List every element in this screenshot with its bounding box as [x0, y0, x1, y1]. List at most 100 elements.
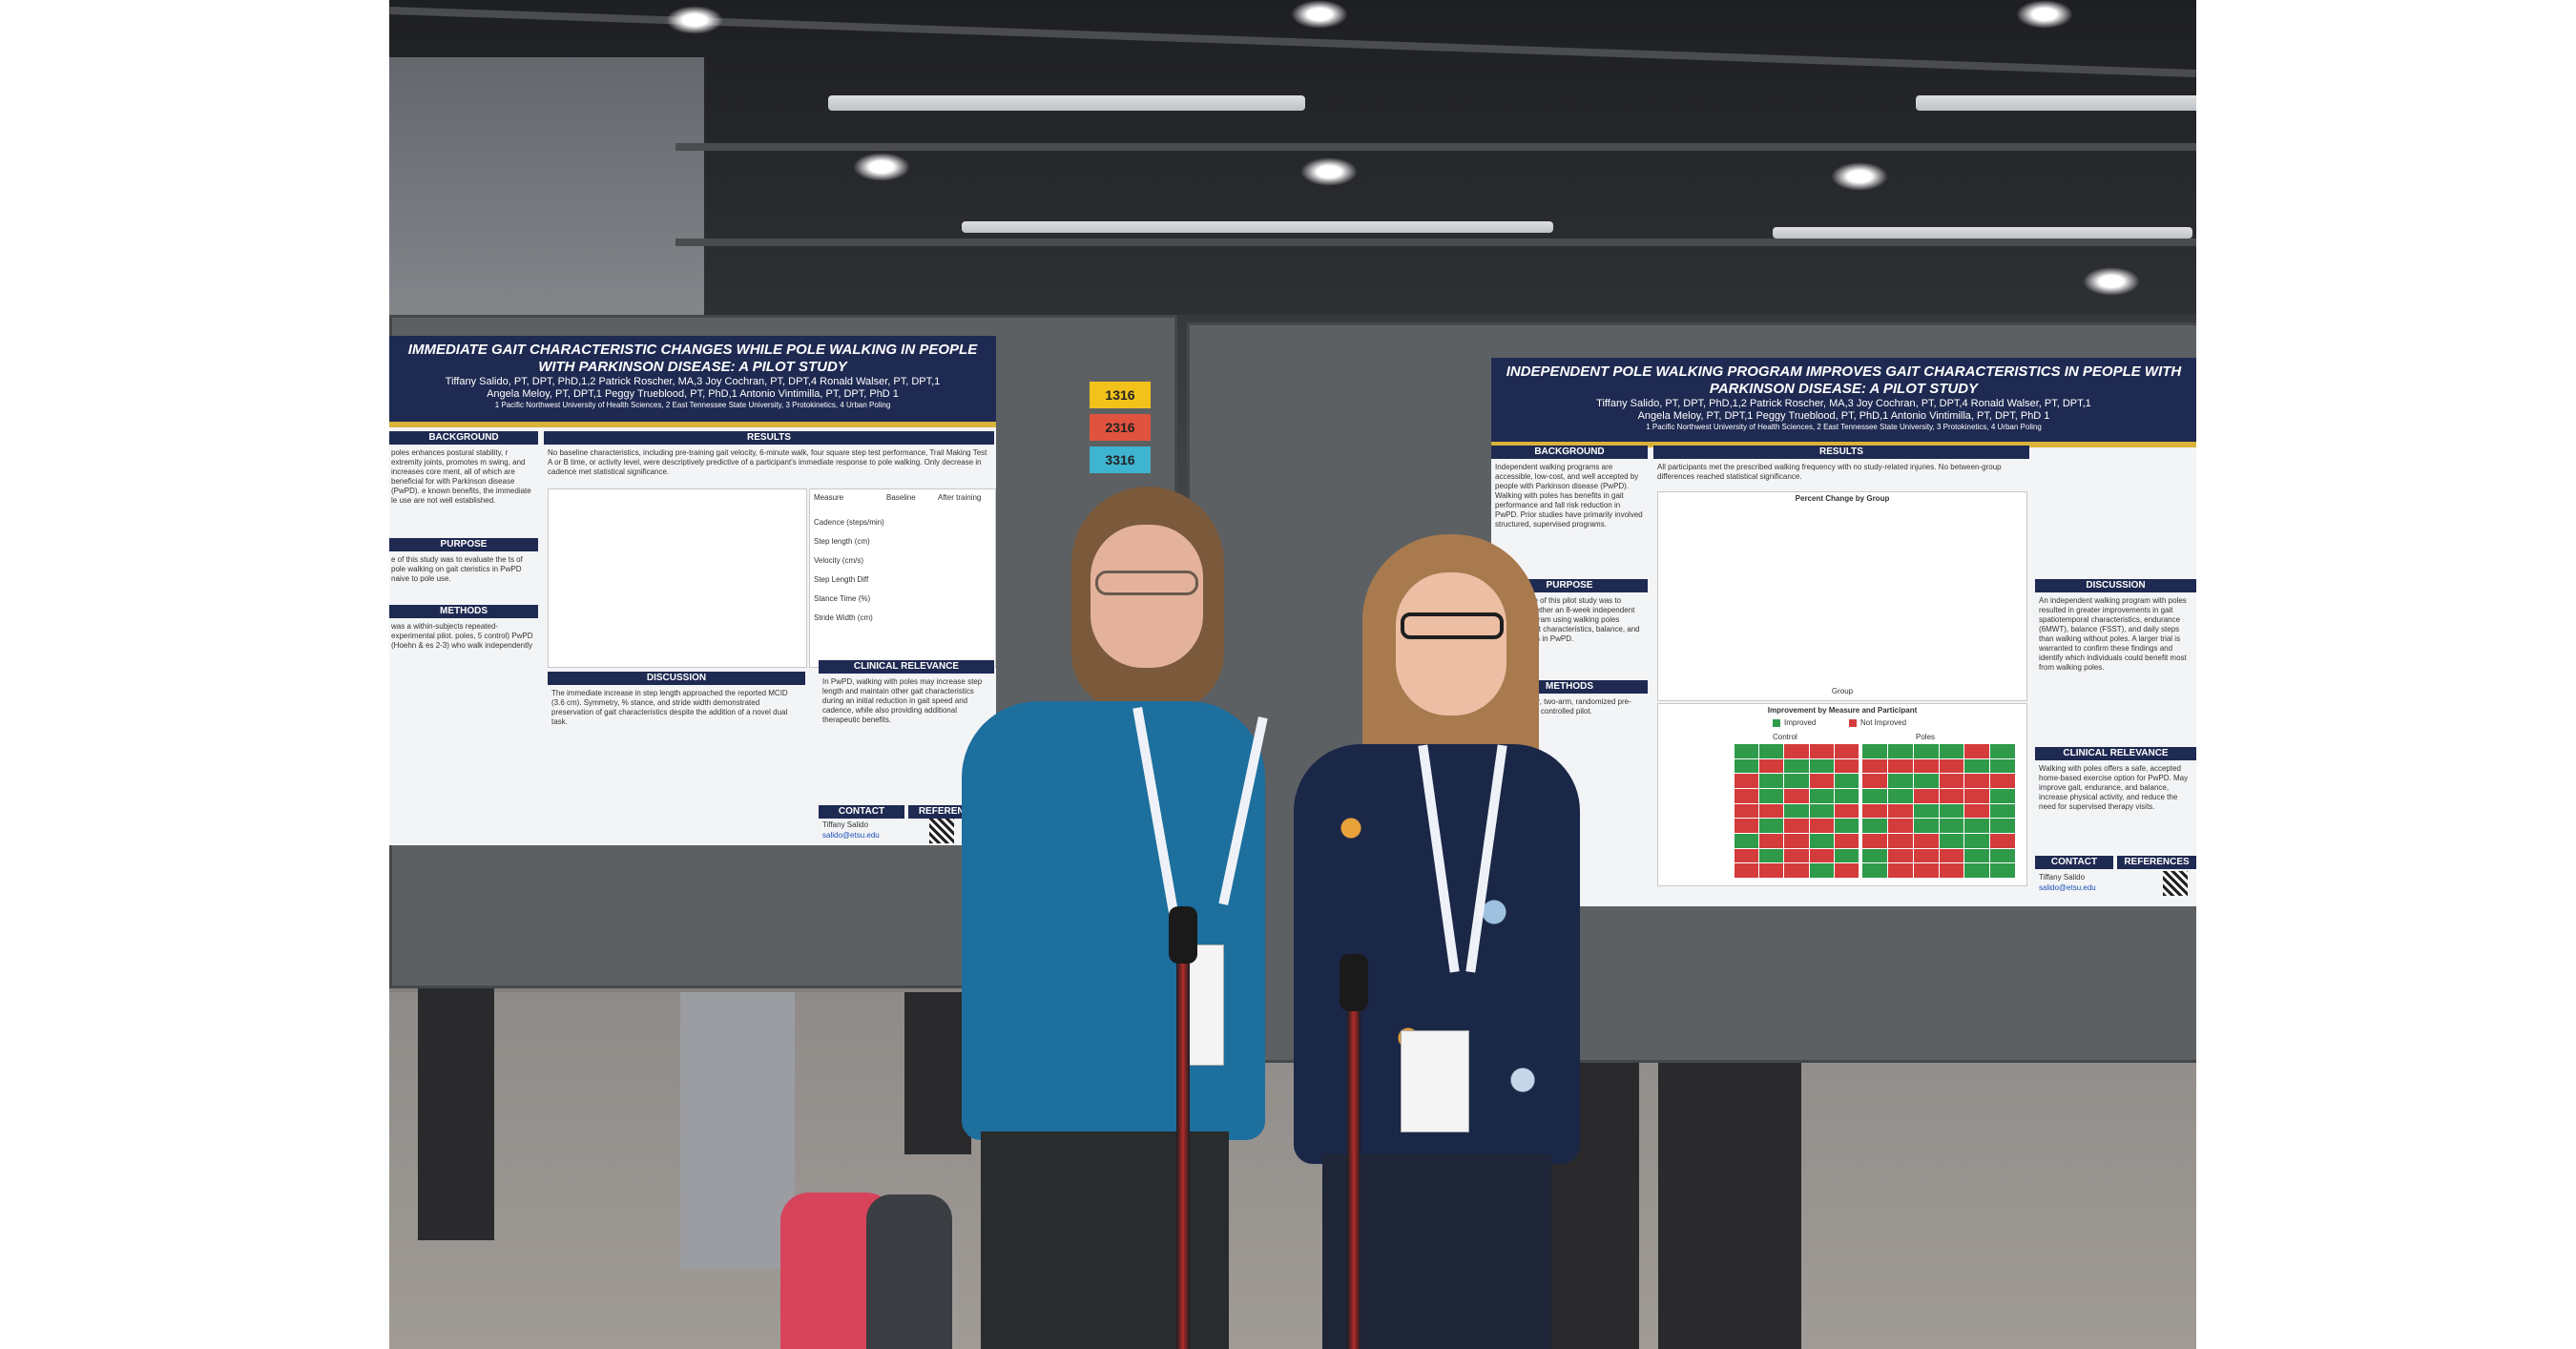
heatmap-cell: [1759, 758, 1784, 774]
heatmap-cell: [1759, 744, 1784, 758]
event-photo: IMMEDIATE GAIT CHARACTERISTIC CHANGES WH…: [389, 0, 2196, 1349]
heatmap-cell: [1913, 803, 1939, 819]
heatmap-cell: [1964, 803, 1990, 819]
ceiling-lamp: [2016, 0, 2073, 29]
heatmap-cell: [1964, 848, 1990, 863]
board-number: 3316: [1105, 452, 1135, 467]
heatmap-cell: [1913, 819, 1939, 833]
board-number: 1316: [1105, 387, 1135, 403]
section-heading: CONTACT: [819, 805, 904, 819]
heatmap-cell: [1887, 788, 1913, 803]
poster-header: INDEPENDENT POLE WALKING PROGRAM IMPROVE…: [1491, 358, 2196, 447]
heatmap-cell: [1887, 863, 1913, 878]
heatmap-cell: [1913, 758, 1939, 774]
board-number-tag: 3316: [1090, 446, 1151, 473]
heatmap-cell: [1939, 774, 1964, 788]
board-number-tag: 2316: [1090, 414, 1151, 441]
heatmap-group-label: Poles: [1916, 733, 1936, 741]
heatmap-cell: [1990, 788, 2015, 803]
heatmap-cell: [1784, 803, 1809, 819]
heatmap-cell: [1784, 774, 1809, 788]
ceiling-lamp: [853, 153, 910, 181]
poster-authors: Angela Meloy, PT, DPT,1 Peggy Trueblood,…: [487, 388, 899, 400]
heatmap-cell: [1809, 758, 1834, 774]
legend-swatch-not-improved: [1849, 719, 1857, 727]
glasses: [1095, 571, 1198, 595]
heatmap-cell: [1939, 848, 1964, 863]
heatmap-cell: [1784, 819, 1809, 833]
heatmap-cell: [1759, 863, 1784, 878]
heatmap-cell: [1834, 803, 1859, 819]
section-heading: RESULTS: [544, 431, 994, 445]
percent-change-figure: Percent Change by Group Group: [1657, 491, 2027, 701]
background-person: [680, 992, 795, 1269]
heatmap-cell: [1809, 744, 1834, 758]
heatmap-cell: [1809, 774, 1834, 788]
heatmap-cell: [1784, 863, 1809, 878]
ceiling-lamp: [1291, 0, 1348, 29]
blue-shirt: [962, 701, 1265, 1140]
poster-authors: Tiffany Salido, PT, DPT, PhD,1,2 Patrick…: [1596, 398, 2091, 409]
heatmap-cell: [1759, 848, 1784, 863]
heatmap-cell: [1834, 744, 1859, 758]
section-text: poles enhances postural stability, r ext…: [391, 448, 531, 505]
heatmap-title: Improvement by Measure and Participant: [1767, 706, 1918, 715]
heatmap-cell: [1964, 744, 1990, 758]
ceiling-light-strip: [828, 95, 1305, 111]
black-pants: [981, 1131, 1229, 1349]
name-badge: [1401, 1030, 1469, 1132]
heatmap-cell: [1735, 744, 1759, 758]
heatmap-cell: [1964, 774, 1990, 788]
heatmap-cell: [1862, 819, 1887, 833]
heatmap-cell: [1939, 744, 1964, 758]
ceiling-lamp: [1831, 162, 1888, 191]
improvement-heatmap: Improvement by Measure and Participant I…: [1657, 703, 2027, 886]
heatmap-cell: [1759, 774, 1784, 788]
section-heading: DISCUSSION: [548, 672, 805, 685]
heatmap-cell: [1862, 788, 1887, 803]
section-heading: PURPOSE: [389, 538, 538, 551]
heatmap-cell: [1939, 819, 1964, 833]
heatmap-cell: [1834, 788, 1859, 803]
heatmap-cell: [1964, 863, 1990, 878]
heatmap-cell: [1887, 744, 1913, 758]
poster-affiliations: 1 Pacific Northwest University of Health…: [494, 401, 891, 409]
qr-code: [929, 819, 954, 843]
table-header: Measure: [814, 493, 844, 502]
heatmap-cell: [1913, 863, 1939, 878]
face: [1091, 525, 1203, 668]
ceiling-beam: [675, 143, 2196, 151]
left-poster: IMMEDIATE GAIT CHARACTERISTIC CHANGES WH…: [389, 336, 996, 845]
face: [1396, 572, 1506, 716]
table-row-label: Step Length Diff: [814, 575, 869, 584]
board-number-tag: 1316: [1090, 382, 1151, 408]
section-text: e of this study was to evaluate the ts o…: [391, 555, 523, 583]
heatmap-cell: [1887, 758, 1913, 774]
table-row-label: Step length (cm): [814, 537, 870, 546]
heatmap-cell: [1735, 863, 1759, 878]
contact-name: Tiffany Salido: [822, 820, 869, 829]
ceiling-beam: [675, 239, 2196, 246]
section-text: The immediate increase in step length ap…: [551, 689, 788, 726]
heatmap-cell: [1862, 863, 1887, 878]
heatmap-cell: [1784, 744, 1809, 758]
heatmap-cell: [1862, 744, 1887, 758]
heatmap-cell: [1759, 803, 1784, 819]
heatmap-cell: [1809, 833, 1834, 848]
table-row-label: Stance Time (%): [814, 594, 871, 603]
heatmap-cell: [1990, 758, 2015, 774]
heatmap-cell: [1990, 774, 2015, 788]
heatmap-cell: [1887, 774, 1913, 788]
section-text: Single-center, two-arm, randomized pre-t…: [1495, 697, 1631, 716]
heatmap-cell: [1990, 744, 2015, 758]
legend-label: Not Improved: [1860, 718, 1907, 727]
heatmap-cell: [1913, 848, 1939, 863]
woman-right: [1277, 534, 1591, 1349]
section-heading: CLINICAL RELEVANCE: [819, 660, 994, 674]
heatmap-cell: [1735, 848, 1759, 863]
contact-name: Tiffany Salido: [2039, 873, 2086, 882]
heatmap-cell: [1735, 788, 1759, 803]
heatmap-cell: [1834, 863, 1859, 878]
heatmap-cell: [1913, 833, 1939, 848]
walking-pole: [1347, 973, 1361, 1349]
